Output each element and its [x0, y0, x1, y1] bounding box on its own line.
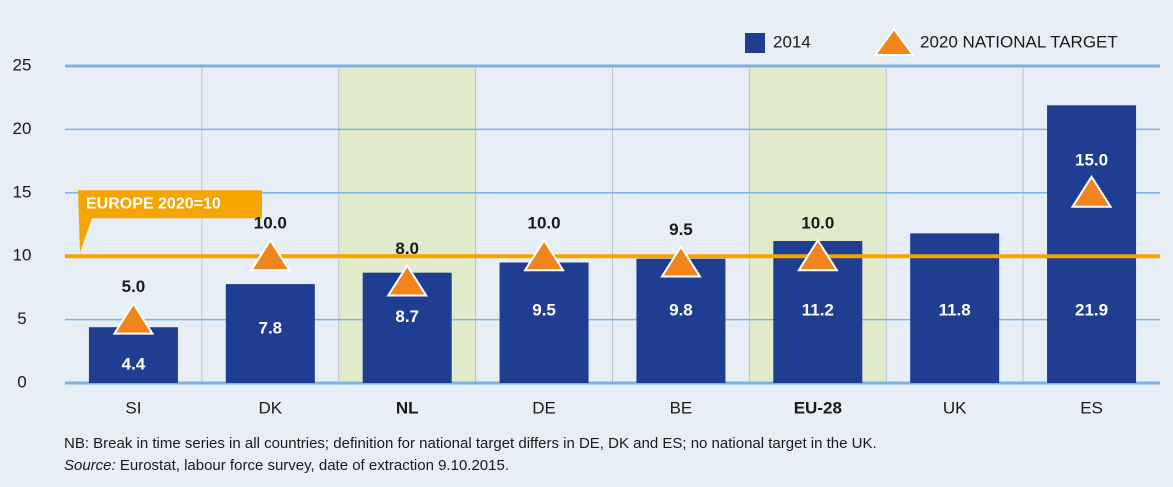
bar-value-label: 9.5 [532, 300, 556, 319]
target-value-label: 10.0 [801, 214, 834, 233]
target-marker [523, 238, 565, 272]
bar [910, 233, 1000, 383]
target-value-label: 10.0 [254, 214, 287, 233]
note-nb: NB: Break in time series in all countrie… [64, 435, 877, 452]
bar-value-label: 7.8 [258, 319, 282, 338]
target-marker [386, 263, 429, 297]
x-tick-label: SI [125, 398, 141, 417]
legend-label: 2014 [773, 32, 811, 51]
legend-label: 2020 NATIONAL TARGET [920, 32, 1118, 51]
source-text: Eurostat, labour force survey, date of e… [120, 457, 509, 474]
x-tick-label: ES [1080, 398, 1103, 417]
legend-swatch [745, 33, 765, 53]
y-tick-label: 0 [17, 372, 26, 391]
target-value-label: 10.0 [528, 214, 561, 233]
y-tick-label: 25 [13, 55, 32, 74]
bar [88, 327, 178, 383]
source-label: Source: [64, 457, 116, 474]
x-tick-label: UK [943, 398, 967, 417]
x-tick-label: DK [259, 398, 283, 417]
x-tick-label: BE [670, 398, 693, 417]
bar [225, 284, 315, 383]
bar [1047, 105, 1137, 384]
x-tick-label: DE [532, 398, 556, 417]
target-value-label: 15.0 [1075, 150, 1108, 169]
y-tick-label: 15 [13, 182, 32, 201]
target-marker [1070, 174, 1113, 208]
note-source: Source: Eurostat, labour force survey, d… [64, 457, 509, 474]
bar-value-label: 11.8 [939, 300, 971, 319]
bar-value-label: 8.7 [395, 307, 419, 326]
x-tick-label: NL [396, 398, 419, 417]
y-tick-label: 20 [13, 119, 32, 138]
legend-marker [873, 27, 915, 56]
x-tick-label: EU-28 [794, 398, 842, 417]
y-tick-label: 5 [17, 309, 26, 328]
target-marker [660, 244, 702, 278]
reference-label: EUROPE 2020=10 [86, 195, 221, 212]
y-tick-label: 10 [13, 246, 32, 265]
bar [499, 262, 589, 383]
target-marker [112, 301, 155, 335]
bar-value-label: 9.8 [669, 300, 693, 319]
target-marker [249, 238, 292, 272]
bar-value-label: 21.9 [1075, 300, 1108, 319]
target-value-label: 9.5 [669, 220, 693, 239]
target-value-label: 8.0 [395, 239, 419, 258]
reference-label-box [78, 190, 262, 253]
bar-value-label: 4.4 [122, 354, 146, 373]
target-marker [796, 238, 839, 272]
bar [636, 258, 726, 383]
target-value-label: 5.0 [122, 277, 146, 296]
bar-value-label: 11.2 [802, 300, 834, 319]
